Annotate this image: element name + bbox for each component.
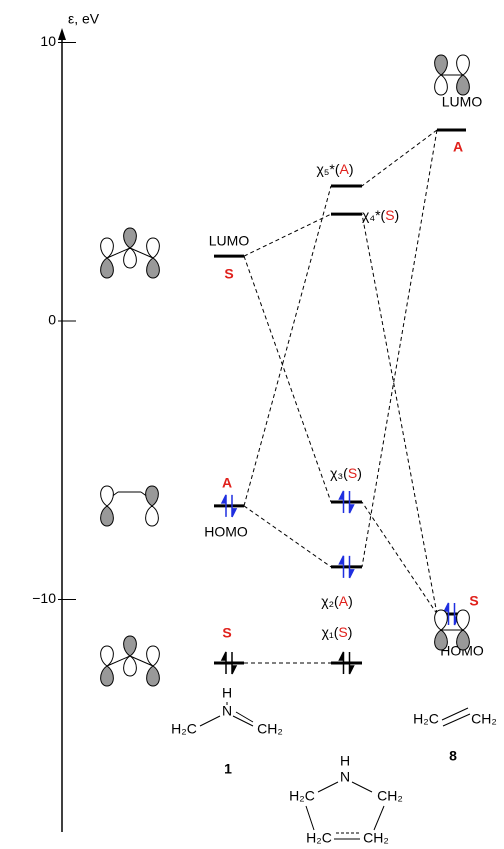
atom: CH₂ xyxy=(471,711,497,727)
symmetry-label: A xyxy=(222,475,232,491)
lobe xyxy=(124,228,137,248)
level-label: χ₃(S) xyxy=(330,465,362,481)
correlation-line xyxy=(244,506,331,567)
lobe xyxy=(147,646,160,666)
level-label: χ₁(S) xyxy=(322,624,353,640)
p-orbital xyxy=(101,238,114,278)
compound-number: 8 xyxy=(449,748,457,764)
lobe xyxy=(101,258,114,278)
lobe xyxy=(147,238,160,258)
level-label: LUMO xyxy=(209,233,250,249)
atom: H xyxy=(340,753,350,769)
level-label: LUMO xyxy=(442,94,483,110)
tick-label: −10 xyxy=(32,590,56,606)
correlation-line xyxy=(362,214,437,614)
lobe xyxy=(101,646,114,666)
level-label: χ₂(A) xyxy=(321,593,352,609)
axis-label: ε, eV xyxy=(68,11,100,27)
level-label: χ₅*(A) xyxy=(316,161,353,177)
lobe xyxy=(457,610,470,630)
lobe xyxy=(147,258,160,278)
level-label: χ₄*(S) xyxy=(362,207,399,223)
atom: H xyxy=(222,685,232,701)
lobe xyxy=(435,610,448,630)
p-orbital xyxy=(124,636,137,676)
symmetry-label: A xyxy=(453,139,463,155)
lobe xyxy=(457,630,470,650)
correlation-line xyxy=(244,256,331,502)
p-orbital xyxy=(147,238,160,278)
atom: H₂C xyxy=(413,711,439,727)
lobe xyxy=(124,248,137,268)
tick-label: 10 xyxy=(40,33,56,49)
lobe xyxy=(435,630,448,650)
p-orbital xyxy=(147,646,160,686)
lobe xyxy=(101,506,114,526)
atom: H₂C xyxy=(306,830,332,846)
p-orbital xyxy=(101,486,114,526)
lobe xyxy=(457,75,470,95)
symmetry-label: S xyxy=(469,593,478,609)
atom: H₂C xyxy=(289,788,315,804)
correlation-line xyxy=(362,130,437,186)
level-label: HOMO xyxy=(204,524,248,540)
lobe xyxy=(147,666,160,686)
lobe xyxy=(101,666,114,686)
lobe xyxy=(435,55,448,75)
tick-label: 0 xyxy=(48,312,56,328)
correlation-line xyxy=(362,130,437,567)
correlation-line xyxy=(362,502,437,614)
lobe xyxy=(124,656,137,676)
p-orbital xyxy=(124,228,137,268)
diagram: ε, eV LUMO S A HOMO S χ₅*(A) χ₄*(S) χ₃(S… xyxy=(0,0,504,849)
lobe xyxy=(146,486,159,506)
atom: N xyxy=(340,769,350,785)
atom: CH₂ xyxy=(257,721,283,737)
atom: CH₂ xyxy=(377,788,403,804)
molecule: H N H₂C CH₂ 1 xyxy=(171,685,283,777)
lobe xyxy=(435,75,448,95)
lobe xyxy=(101,486,114,506)
p-orbital xyxy=(146,486,159,526)
atom: H₂C xyxy=(171,721,197,737)
p-orbital xyxy=(101,646,114,686)
lobe xyxy=(146,506,159,526)
lobe xyxy=(124,636,137,656)
symmetry-label: S xyxy=(222,625,231,641)
compound-number: 1 xyxy=(224,761,232,777)
lobe xyxy=(457,55,470,75)
lobe xyxy=(101,238,114,258)
molecule: H₂C CH₂ 8 xyxy=(413,708,497,764)
axis-arrow xyxy=(58,28,66,40)
symmetry-label: S xyxy=(224,266,233,282)
molecule: H N H₂C CH₂ H₂C CH₂ xyxy=(289,753,403,846)
atom: CH₂ xyxy=(363,830,389,846)
atom: N xyxy=(222,703,232,719)
correlation-line xyxy=(244,186,331,506)
